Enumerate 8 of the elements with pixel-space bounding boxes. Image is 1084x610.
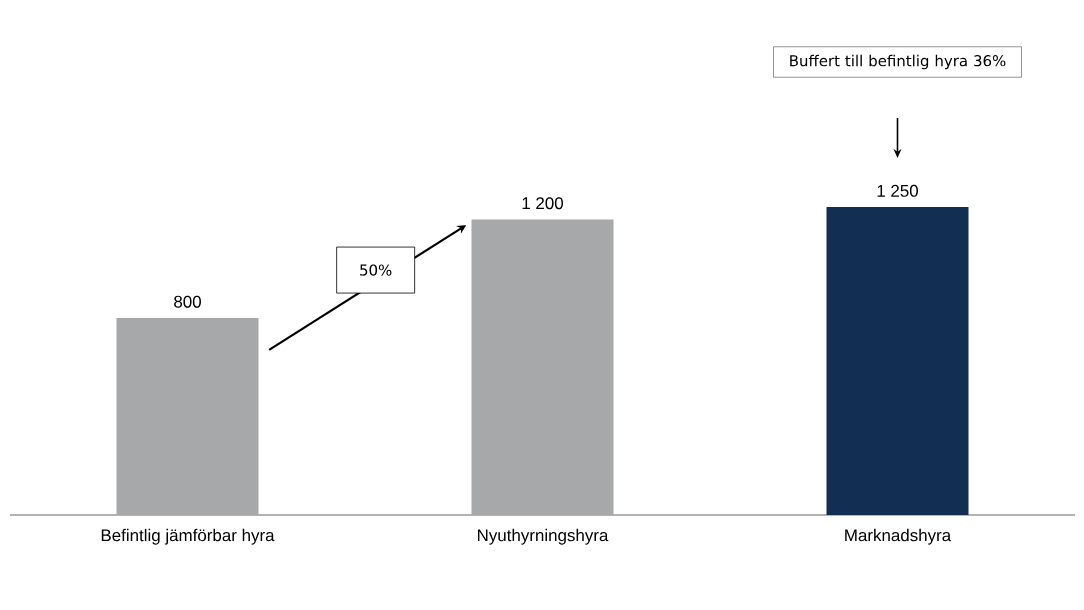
- x-tick-label: Nyuthyrningshyra: [477, 528, 609, 545]
- data-label: 800: [174, 295, 201, 308]
- annotation: 50%: [360, 264, 392, 276]
- data-label: 1 250: [877, 184, 919, 197]
- data-label: 1 200: [522, 197, 564, 210]
- x-tick-label: Marknadshyra: [845, 528, 952, 545]
- text: Buffert till befintlig hyra 36%: [790, 54, 1006, 70]
- x-tick-label: Befintlig jämförbar hyra: [101, 528, 275, 545]
